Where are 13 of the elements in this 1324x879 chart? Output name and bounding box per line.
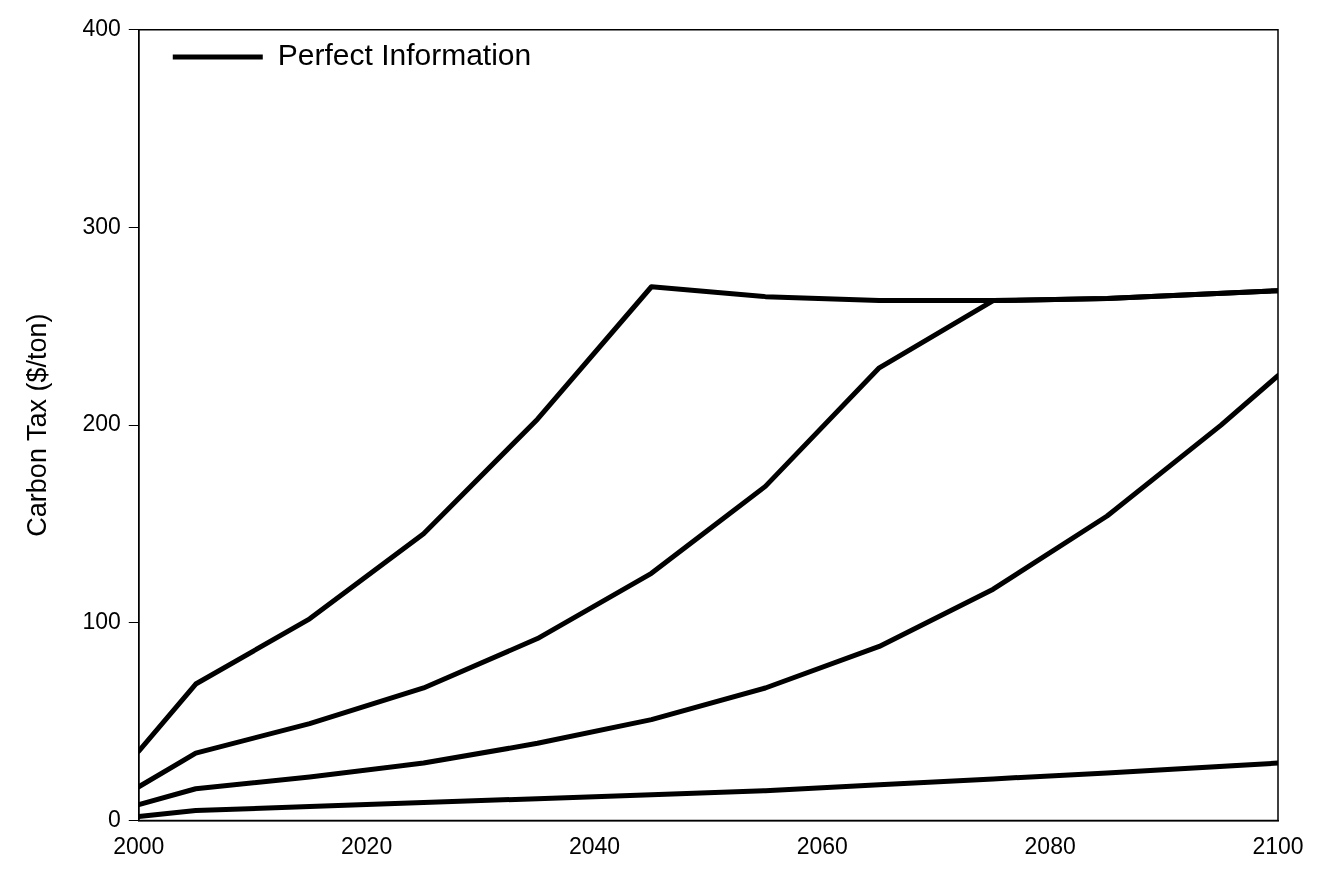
x-tick-label: 2060	[796, 832, 848, 859]
x-tick-label: 2040	[568, 832, 621, 859]
y-tick-label: 0	[107, 805, 121, 832]
x-tick-label: 2080	[1024, 832, 1076, 859]
x-tick-label: 2100	[1252, 832, 1304, 859]
y-tick-label: 200	[82, 410, 121, 437]
y-tick-label: 400	[82, 15, 121, 42]
y-tick-label: 300	[82, 212, 121, 239]
legend-label: Perfect Information	[277, 38, 532, 72]
y-axis-title: Carbon Tax ($/ton)	[21, 313, 52, 537]
y-tick-label: 100	[82, 608, 121, 635]
x-tick-label: 2000	[113, 832, 165, 859]
x-tick-label: 2020	[341, 832, 393, 859]
